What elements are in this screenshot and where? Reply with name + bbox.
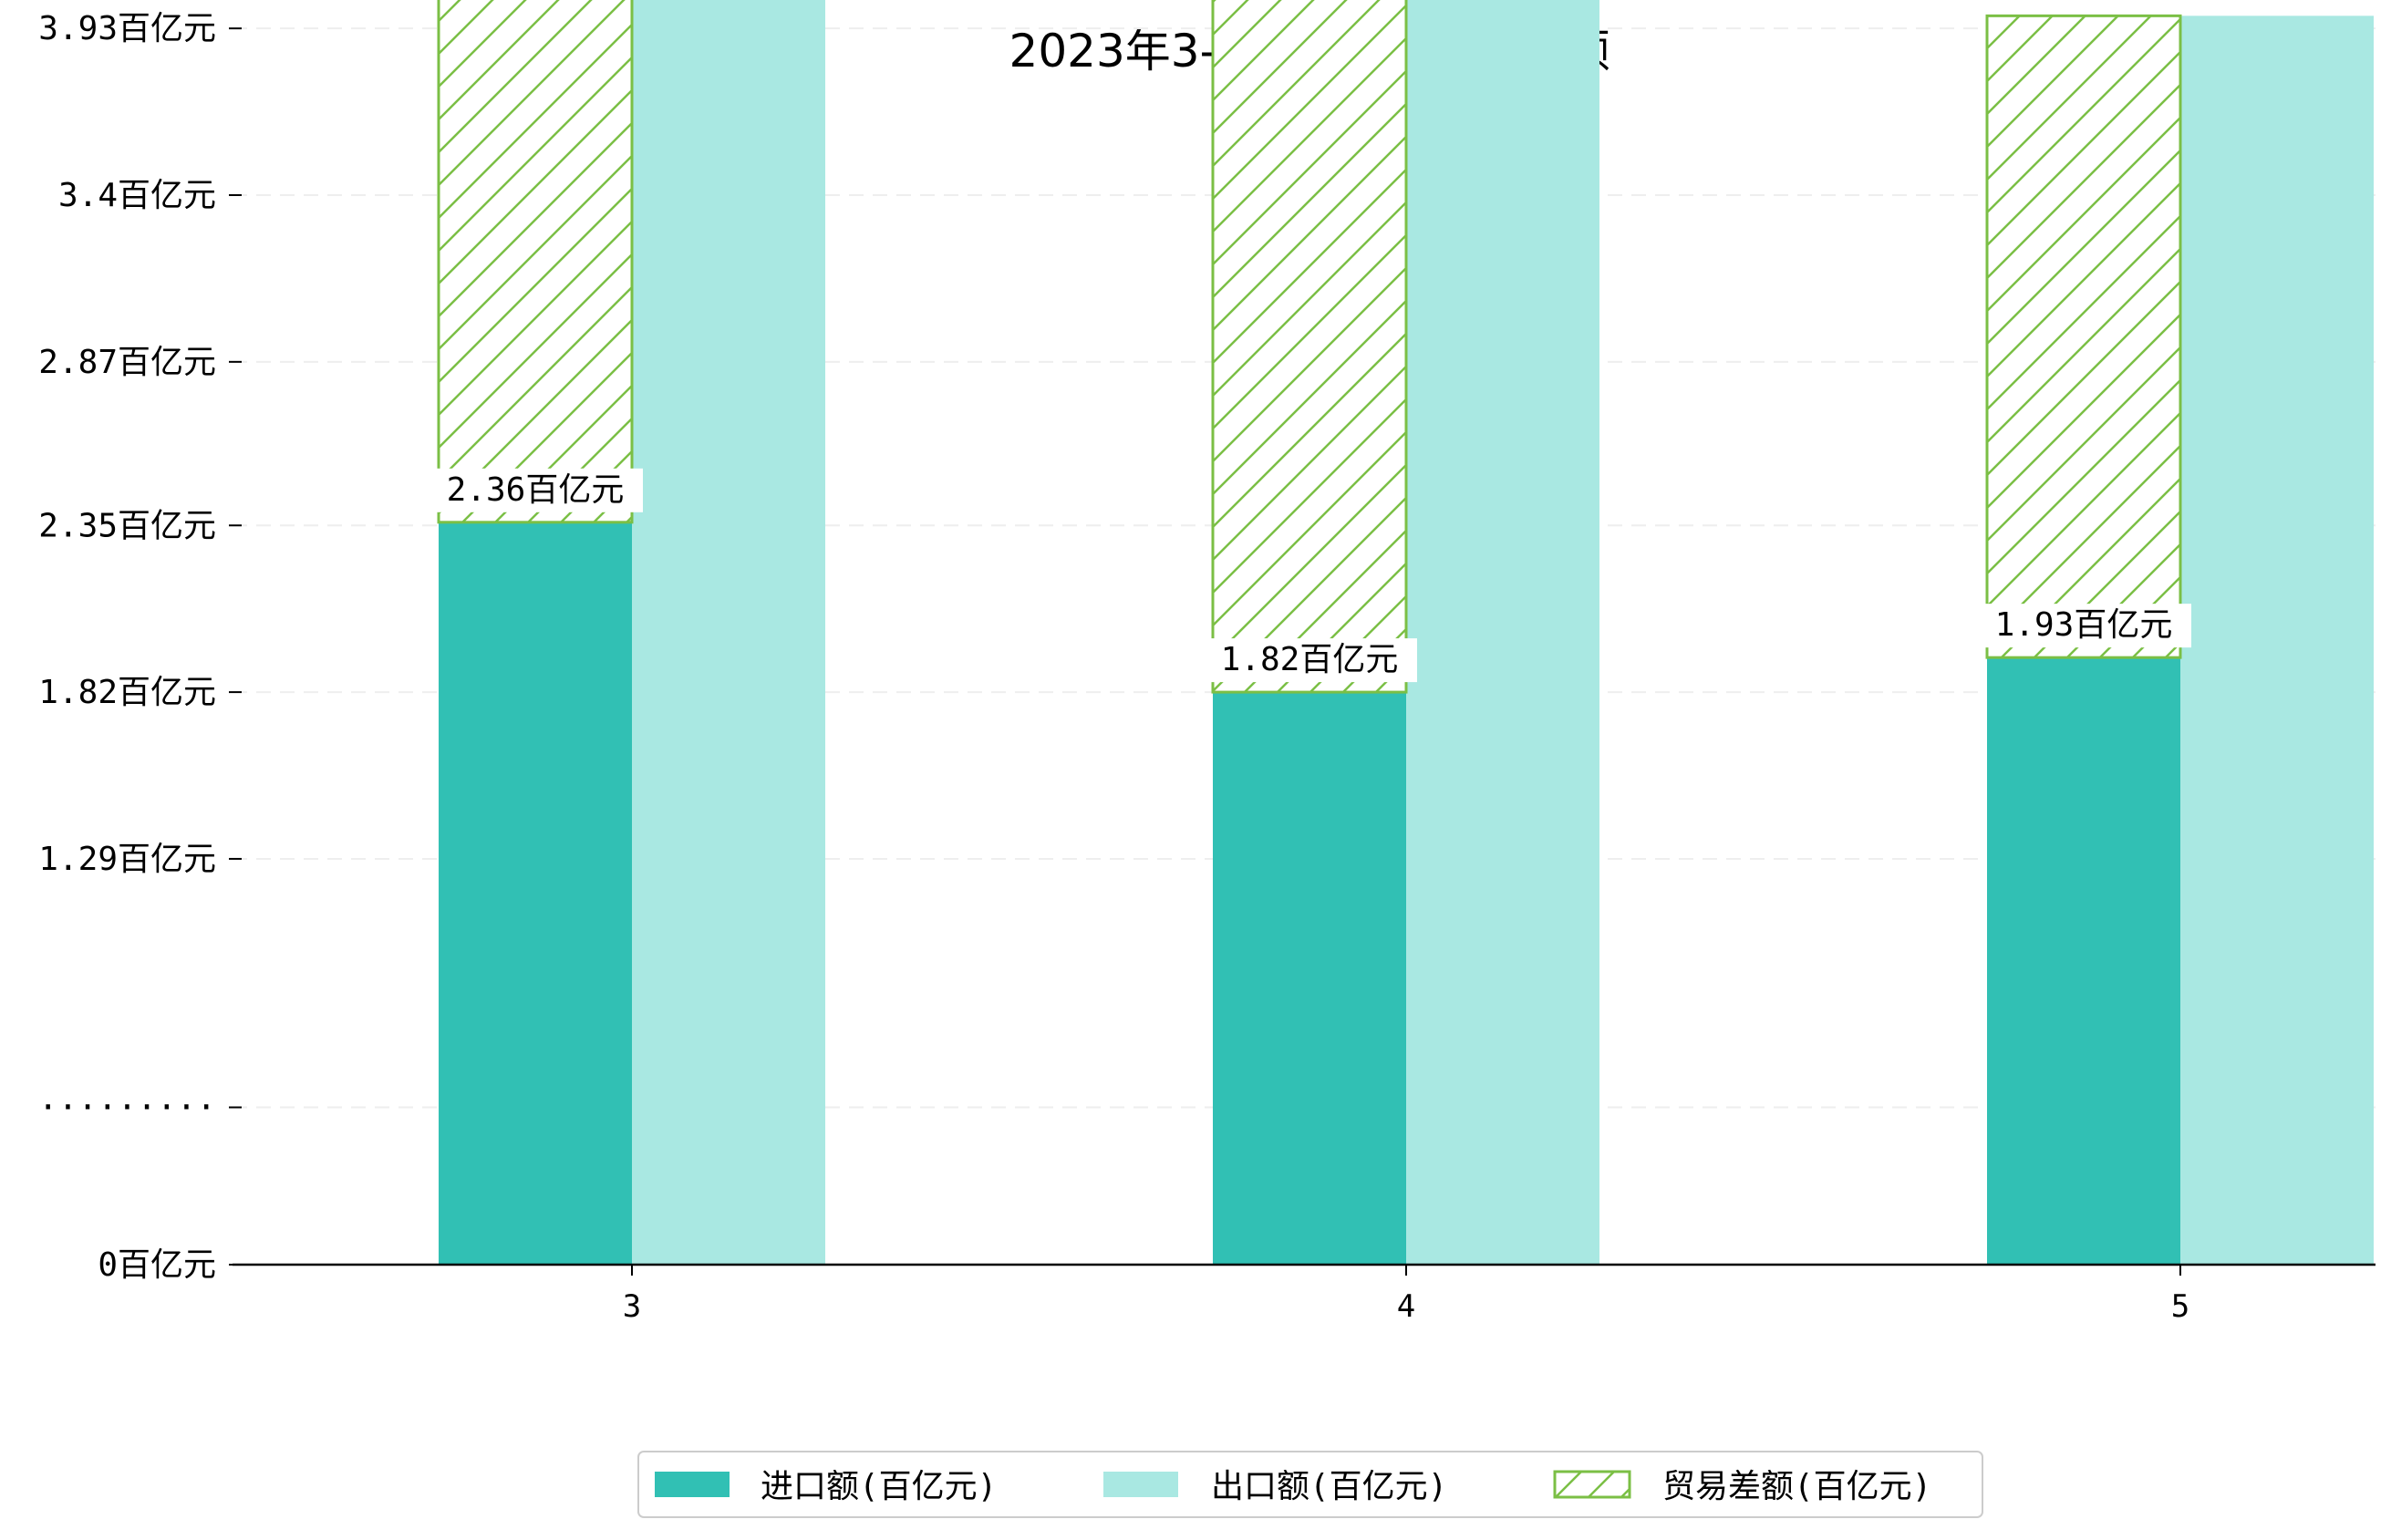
legend-swatch-balance: [1553, 1470, 1631, 1499]
data-label: -2.04百亿元: [1985, 0, 2182, 2]
data-label: 1.93百亿元: [1995, 606, 2173, 644]
y-tick-label: 2.35百亿元: [38, 507, 216, 544]
y-tick-label: 1.82百亿元: [38, 674, 216, 711]
legend-label-export: 出口额(百亿元): [1211, 1468, 1447, 1505]
bar-trade-balance: [1211, 0, 1408, 694]
data-label: 97百亿元: [2199, 0, 2336, 2]
legend-swatch-export: [1103, 1472, 1178, 1497]
bars: [437, 0, 2374, 1266]
data-label-bg: [1202, 638, 1417, 683]
bar-trade-balance: [1985, 14, 2182, 659]
x-tick-label: 5: [2171, 1288, 2189, 1325]
y-tick-label: ·········: [38, 1090, 216, 1127]
bar-export: [1406, 0, 1599, 1265]
data-label-bg: [2186, 0, 2350, 6]
data-label: 1.82百亿元: [1221, 641, 1399, 678]
y-tick-label: 1.29百亿元: [38, 841, 216, 878]
y-axis: 0百亿元 ········· 1.29百亿元 1.82百亿元 2.35百亿元 2.87百亿…: [38, 10, 242, 1284]
bar-export: [632, 0, 825, 1265]
x-tick-label: 3: [623, 1288, 641, 1325]
x-tick-label: 4: [1397, 1288, 1415, 1325]
y-tick-label: 2.87百亿元: [38, 344, 216, 381]
bar-trade-balance: [437, 0, 634, 524]
bar-import: [1213, 692, 1406, 1265]
bar-export: [2180, 16, 2374, 1266]
bar-import: [1987, 657, 2180, 1265]
data-label: 2.36百亿元: [447, 471, 625, 509]
bar-import: [439, 522, 632, 1265]
y-tick-label: 3.93百亿元: [38, 10, 216, 47]
legend-label-import: 进口额(百亿元): [761, 1468, 997, 1505]
data-label-bg: [428, 468, 643, 512]
legend-label-balance: 贸易差额(百亿元): [1662, 1468, 1931, 1505]
data-label-bg: [1970, 0, 2198, 6]
legend: 进口额(百亿元) 出口额(百亿元) 贸易差额(百亿元): [637, 1451, 1983, 1518]
legend-box: [637, 1451, 1983, 1518]
data-labels: 2.36百亿元-1.89百亿元25百亿元1.82百亿元-2.63百亿元45百亿元…: [428, 0, 2350, 683]
y-tick-label: 0百亿元: [98, 1246, 216, 1284]
y-tick-label: 3.4百亿元: [58, 177, 216, 214]
legend-swatch-import: [655, 1472, 730, 1497]
data-label-bg: [1976, 604, 2191, 648]
x-axis: 3 4 5: [233, 1263, 2375, 1325]
